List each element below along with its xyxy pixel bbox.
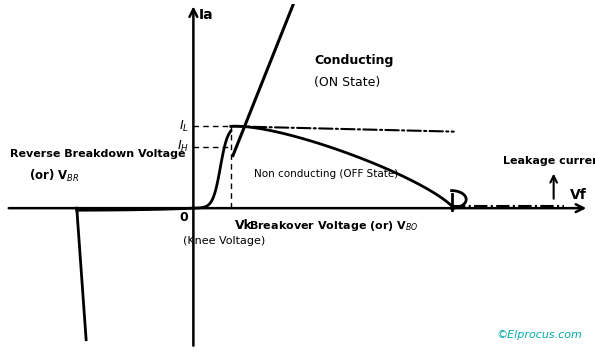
Text: 0: 0 (180, 211, 189, 224)
Text: $I_L$: $I_L$ (179, 119, 189, 134)
Text: (ON State): (ON State) (314, 76, 380, 89)
Text: ©Elprocus.com: ©Elprocus.com (497, 330, 583, 340)
Text: Reverse Breakdown Voltage: Reverse Breakdown Voltage (10, 149, 186, 159)
Text: (or) V$_{BR}$: (or) V$_{BR}$ (29, 168, 79, 184)
Text: Conducting: Conducting (314, 54, 393, 67)
Text: Ia: Ia (198, 8, 213, 22)
Text: Non conducting (OFF State): Non conducting (OFF State) (253, 169, 398, 180)
Text: Breakover Voltage (or) V$_{BO}$: Breakover Voltage (or) V$_{BO}$ (249, 219, 418, 233)
Text: $I_H$: $I_H$ (177, 139, 189, 154)
Text: Vf: Vf (570, 188, 587, 202)
Text: Leakage current: Leakage current (503, 156, 595, 166)
Text: Vk: Vk (235, 219, 253, 232)
Text: (Knee Voltage): (Knee Voltage) (183, 236, 266, 246)
